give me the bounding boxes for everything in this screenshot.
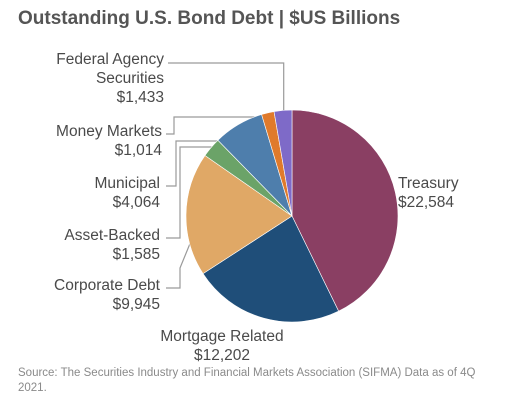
label-municipal: Municipal $4,064 <box>95 174 160 212</box>
label-mortgage-related-name: Mortgage Related <box>160 328 284 345</box>
label-money-markets-value: $1,014 <box>114 142 162 159</box>
label-municipal-value: $4,064 <box>112 194 160 211</box>
label-corporate-debt-value: $9,945 <box>112 296 160 313</box>
label-treasury-value: $22,584 <box>398 194 455 211</box>
pie-slice-federal-agency-securities <box>273 109 293 217</box>
label-corporate-debt: Corporate Debt $9,945 <box>54 276 160 314</box>
label-mortgage-related-value: $12,202 <box>193 347 251 364</box>
label-federal-agency-name-2: Securities <box>95 70 164 87</box>
pie-slices <box>185 109 399 323</box>
label-treasury-name: Treasury <box>398 175 459 192</box>
label-municipal-name: Municipal <box>94 175 160 192</box>
pie-slice-mortgage-related <box>202 215 340 323</box>
leader-line-federal-agency <box>168 62 285 119</box>
label-federal-agency-name-1: Federal Agency <box>56 51 164 68</box>
label-asset-backed-value: $1,585 <box>112 246 160 263</box>
label-asset-backed: Asset-Backed $1,585 <box>64 226 160 264</box>
label-federal-agency-value: $1,433 <box>116 89 164 106</box>
label-federal-agency: Federal Agency Securities $1,433 <box>56 50 164 107</box>
label-money-markets-name: Money Markets <box>56 123 162 140</box>
pie-slice-treasury <box>291 109 399 312</box>
pie-slice-corporate-debt <box>185 155 293 275</box>
label-asset-backed-name: Asset-Backed <box>64 227 160 244</box>
label-corporate-debt-name: Corporate Debt <box>54 277 160 294</box>
label-money-markets: Money Markets $1,014 <box>56 122 162 160</box>
label-treasury: Treasury $22,584 <box>398 174 459 212</box>
label-mortgage-related: Mortgage Related $12,202 <box>122 327 322 365</box>
chart-title: Outstanding U.S. Bond Debt | $US Billion… <box>18 8 401 29</box>
source-note: Source: The Securities Industry and Fina… <box>18 367 476 394</box>
